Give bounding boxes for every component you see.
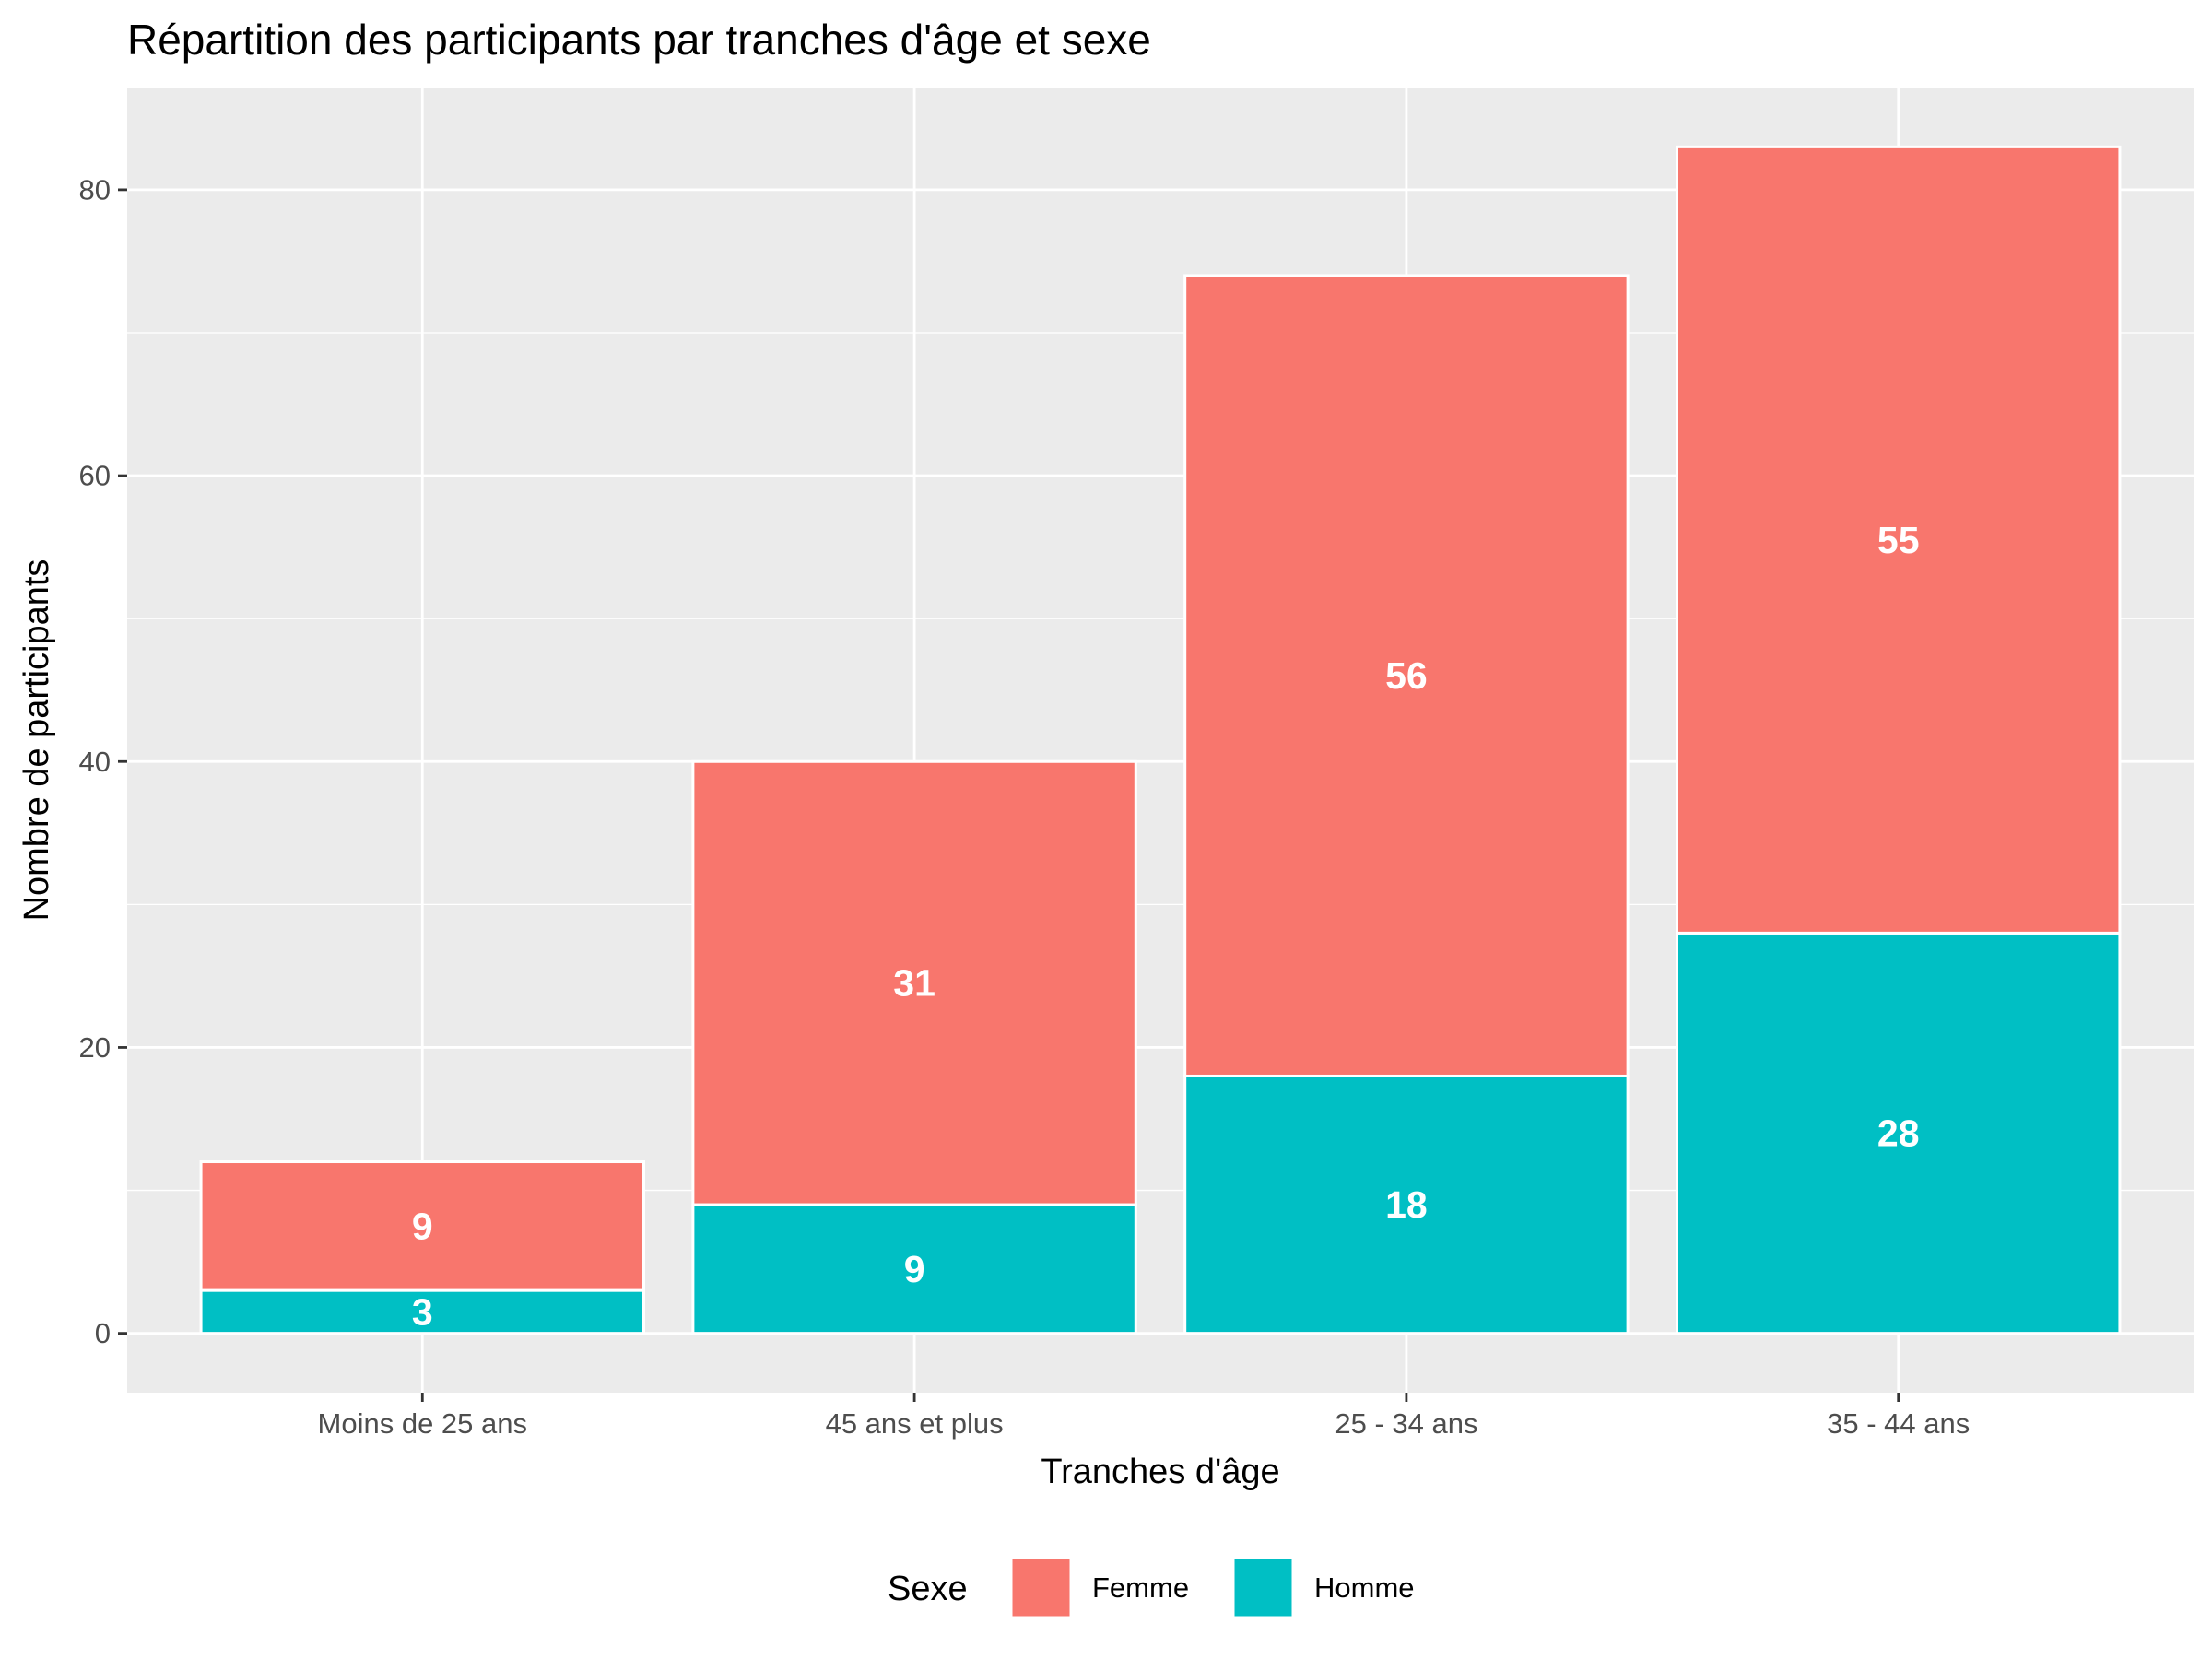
- bar-label: 31: [893, 962, 935, 1005]
- bar-label: 18: [1385, 1183, 1428, 1226]
- bar-label: 28: [1877, 1112, 1920, 1155]
- y-tick-label: 40: [79, 746, 111, 778]
- legend-key-homme: [1231, 1556, 1295, 1619]
- x-tick-label: 25 - 34 ans: [1335, 1407, 1477, 1440]
- chart-title: Répartition des participants par tranche…: [127, 16, 1151, 64]
- legend-label-homme: Homme: [1314, 1571, 1415, 1604]
- x-axis-title: Tranches d'âge: [1041, 1453, 1279, 1491]
- y-tick-label: 20: [79, 1031, 111, 1064]
- legend: Sexe Femme Homme: [888, 1556, 1415, 1619]
- x-tick-label: 45 ans et plus: [826, 1407, 1004, 1440]
- bar-femme-3: [1183, 274, 1630, 1077]
- y-tick-label: 60: [79, 460, 111, 492]
- x-axis: Moins de 25 ans 45 ans et plus 25 - 34 ans…: [318, 1393, 1970, 1440]
- bar-label: 55: [1877, 519, 1920, 561]
- bar-label: 9: [412, 1205, 433, 1247]
- y-tick-label: 80: [79, 173, 111, 206]
- x-tick-label: Moins de 25 ans: [318, 1407, 527, 1440]
- y-tick-label: 0: [95, 1317, 111, 1349]
- bar-label: 3: [412, 1290, 433, 1333]
- bar-femme-1: [199, 1160, 645, 1292]
- bars: [199, 145, 2122, 1335]
- bar-homme-3: [1183, 1074, 1630, 1335]
- bar-label: 56: [1385, 654, 1428, 697]
- legend-title: Sexe: [888, 1570, 968, 1608]
- legend-label-femme: Femme: [1092, 1571, 1189, 1604]
- bar-homme-2: [691, 1203, 1137, 1335]
- y-axis: 0 20 40 60 80: [79, 173, 127, 1349]
- bar-homme-4: [1676, 931, 2122, 1335]
- x-tick-label: 35 - 44 ans: [1827, 1407, 1970, 1440]
- legend-key-femme: [1009, 1556, 1073, 1619]
- bar-femme-2: [691, 759, 1137, 1206]
- bar-femme-4: [1676, 145, 2122, 935]
- y-axis-title: Nombre de participants: [18, 559, 56, 922]
- bar-label: 9: [904, 1248, 925, 1290]
- bar-labels: 3 9 9 31 18 56 28 55: [412, 519, 1920, 1334]
